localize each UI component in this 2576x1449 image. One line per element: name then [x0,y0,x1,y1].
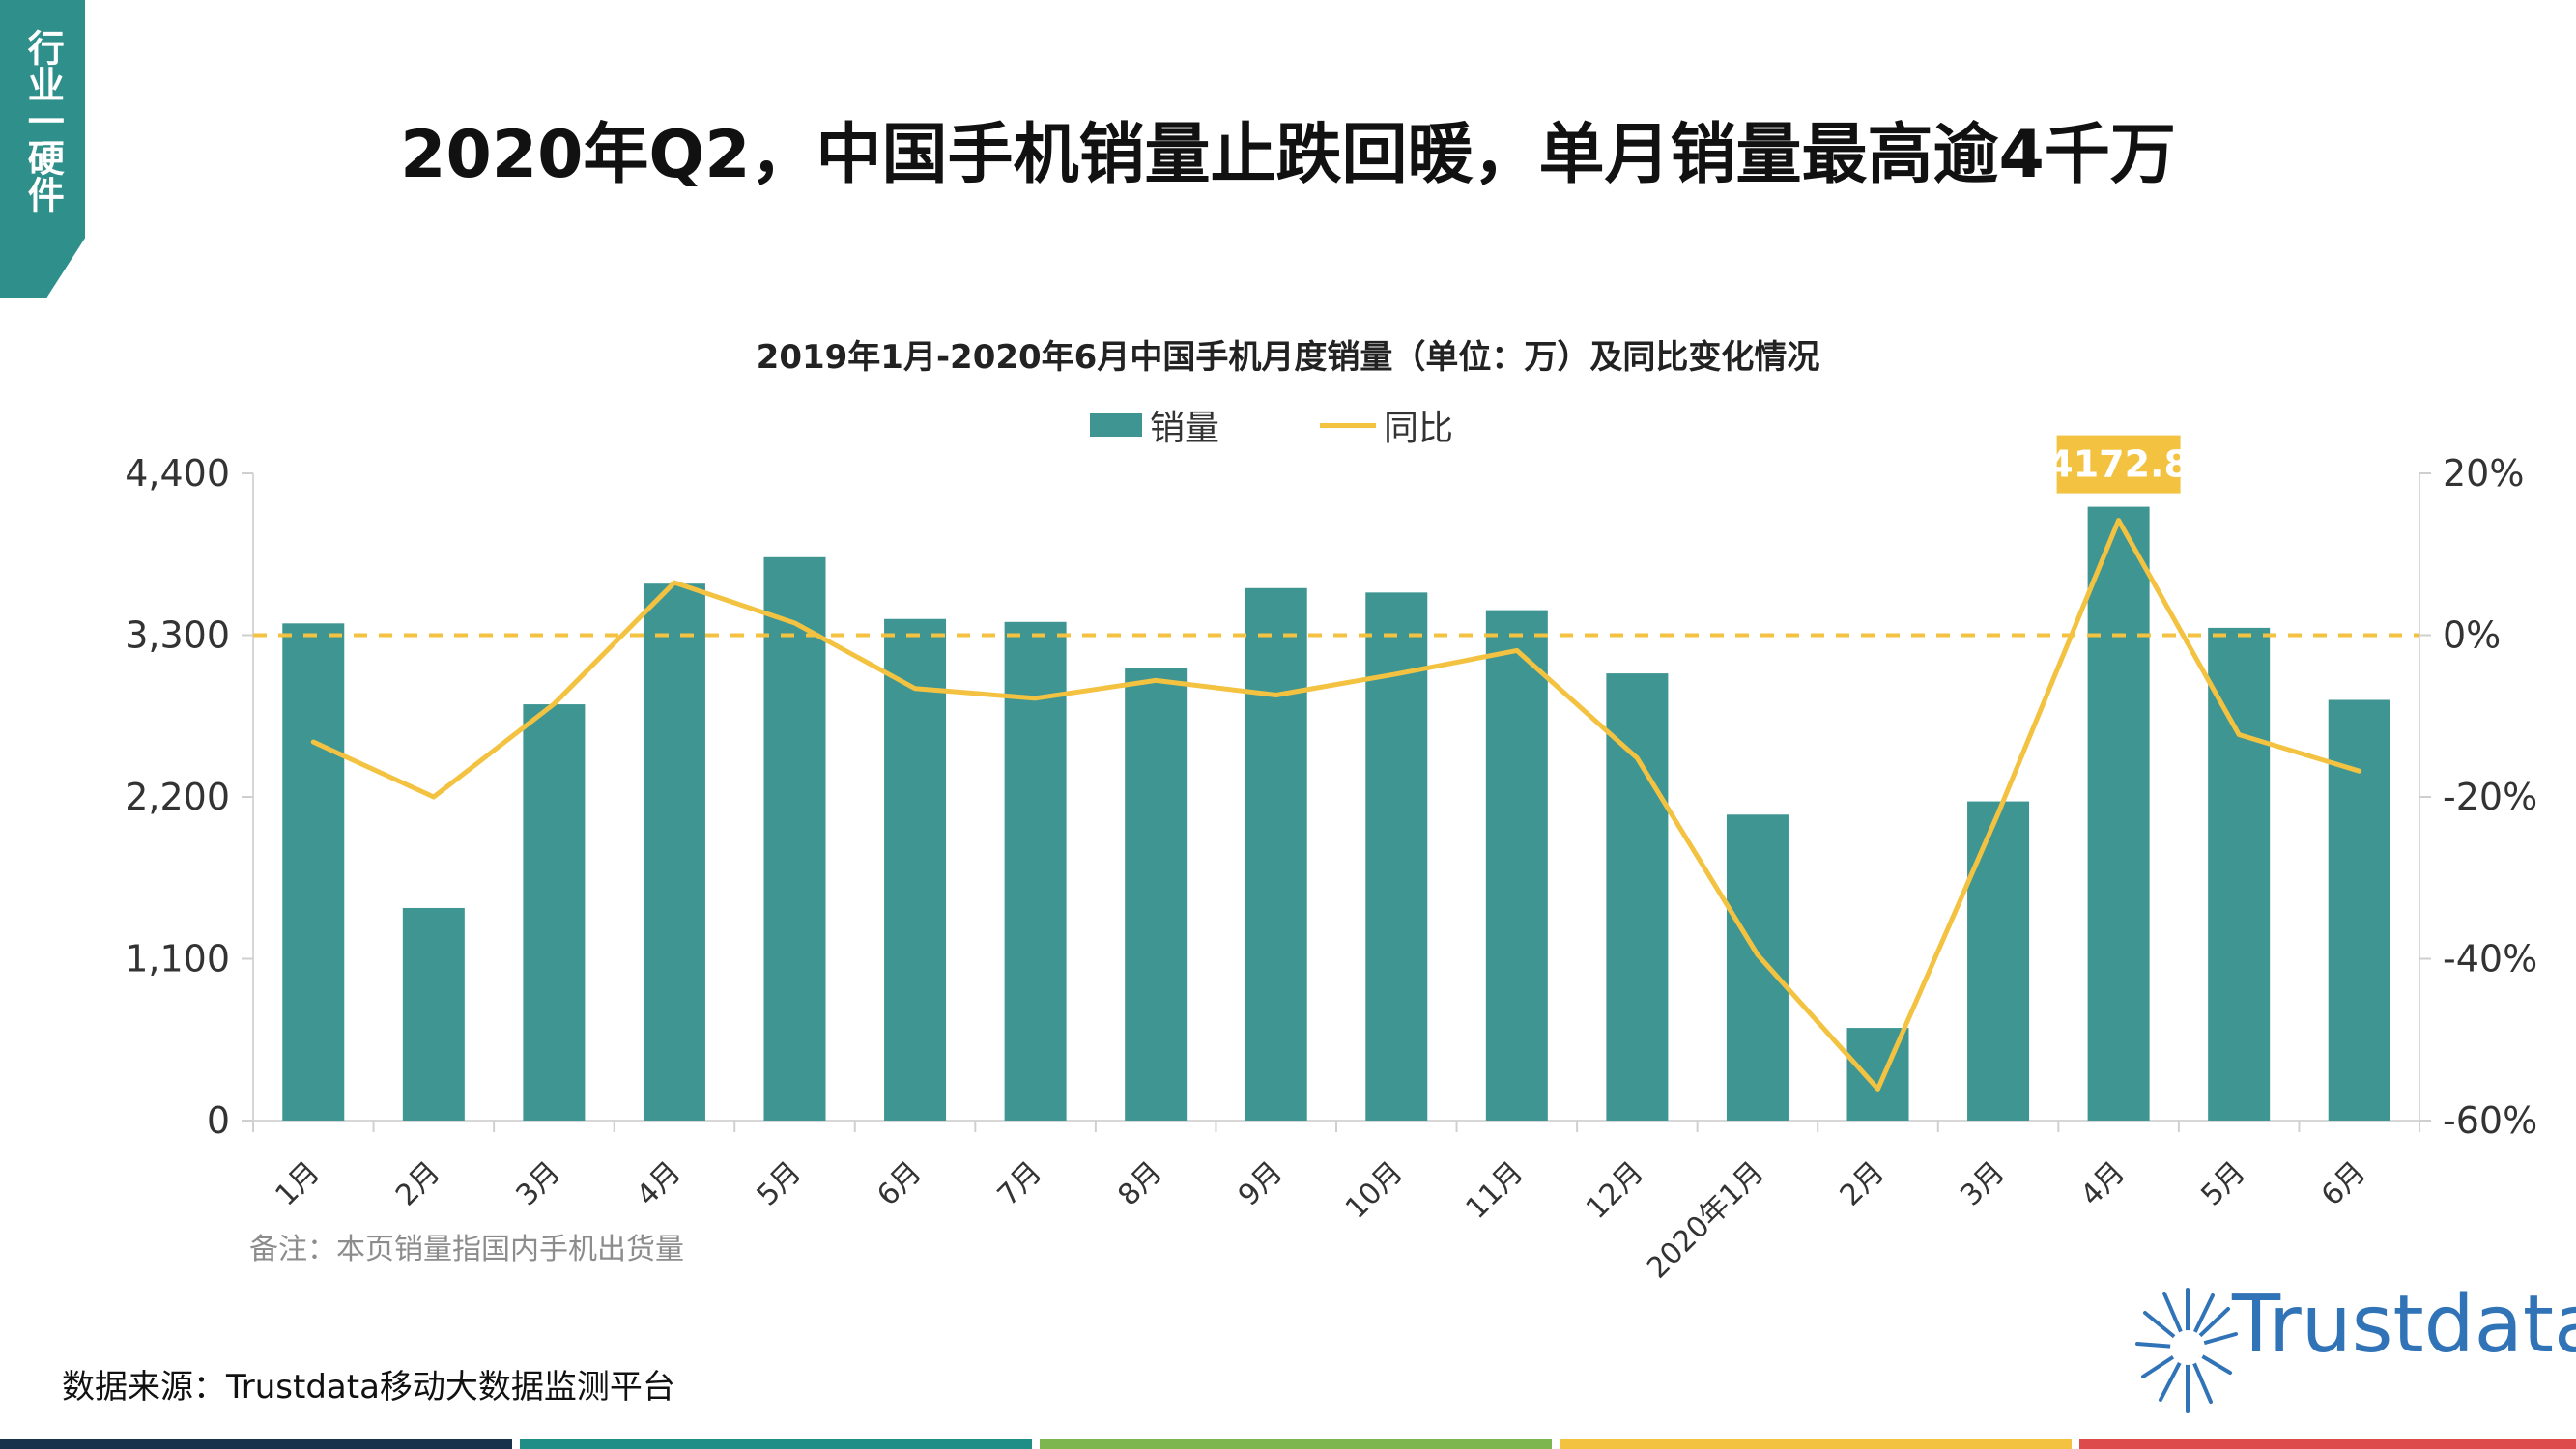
yoy-point [311,740,315,744]
yoy-point [1635,756,1639,760]
section-tag: 行业一硬件 [0,0,85,298]
left-axis-label: 4,400 [125,452,230,495]
x-axis-label: 4月 [630,1155,687,1212]
yoy-point [552,702,556,706]
sales-bar [1125,668,1188,1121]
trustdata-logo: Trustdata [2132,1280,2576,1415]
x-axis-label: 7月 [991,1155,1048,1212]
sales-bar [282,623,345,1121]
yoy-point [1996,811,2000,815]
yoy-point [913,687,917,691]
yoy-point [1394,672,1398,676]
sales-bar [1606,673,1669,1121]
x-axis-label: 2020年1月 [1641,1155,1771,1286]
data-source: 数据来源：Trustdata移动大数据监测平台 [62,1368,675,1406]
sales-bar [884,618,947,1121]
yoy-point [1034,696,1038,700]
chart-note: 备注：本页销量指国内手机出货量 [249,1233,684,1266]
yoy-point [2358,769,2361,773]
x-axis-label: 2月 [1834,1155,1891,1212]
yoy-point [2117,519,2121,523]
x-axis-label: 3月 [1954,1155,2011,1212]
sales-bar [2208,627,2271,1121]
highlight-data-label: 4172.8 [2047,443,2190,486]
yoy-point [1154,678,1158,682]
yoy-point [1515,648,1519,652]
sales-bar [402,907,465,1121]
footer-stripe-3 [1040,1439,1552,1449]
x-axis-label: 10月 [1339,1155,1410,1226]
legend-label-sales: 销量 [1150,409,1220,448]
x-axis-label: 2月 [389,1155,446,1212]
legend-bar-icon [1090,413,1142,437]
sales-bar [1004,621,1067,1121]
x-axis-label: 8月 [1111,1155,1168,1212]
footer-stripe-4 [1560,1439,2072,1449]
yoy-point [432,795,436,799]
x-axis-label: 9月 [1232,1155,1289,1212]
right-axis-label: 20% [2443,452,2524,495]
x-axis-label: 12月 [1580,1155,1650,1226]
x-axis-label: 11月 [1460,1155,1531,1226]
page-title: 2020年Q2，中国手机销量止跌回暖，单月销量最高逾4千万 [400,117,2176,193]
right-axis-label: 0% [2443,614,2501,657]
right-axis-label: -40% [2443,938,2537,980]
sales-bar [1967,801,2030,1121]
x-axis-label: 5月 [751,1155,808,1212]
footer-stripe-2 [520,1439,1032,1449]
footer-stripe-5 [2079,1439,2576,1449]
highlight-label-box [2056,435,2181,494]
x-axis-label: 5月 [2194,1155,2251,1212]
logo-text: Trustdata [2232,1279,2576,1371]
right-axis-label: -60% [2443,1099,2537,1142]
sales-bar [763,556,826,1121]
sunburst-logo-icon [2135,1288,2238,1413]
legend-item-yoy: 同比 [1320,400,1453,450]
x-axis-label: 6月 [2315,1155,2372,1212]
sales-bar [1726,814,1789,1121]
legend-item-sales: 销量 [1090,400,1219,450]
x-axis-label: 4月 [2075,1155,2132,1212]
sales-bar [1245,587,1307,1121]
left-axis-label: 3,300 [125,614,230,657]
x-axis-label: 3月 [510,1155,567,1212]
x-axis-label: 1月 [269,1155,326,1212]
sales-bar [2087,506,2150,1121]
yoy-point [1274,693,1278,696]
yoy-point [793,621,796,625]
left-axis-label: 1,100 [125,938,230,980]
x-axis-label: 6月 [871,1155,928,1212]
sales-bar [643,583,705,1121]
left-axis-label: 0 [207,1099,230,1142]
chart-title: 2019年1月-2020年6月中国手机月度销量（单位：万）及同比变化情况 [756,338,1820,377]
footer-color-stripes [0,1439,2576,1449]
chart-legend: 销量 同比 [1090,400,1453,450]
section-tag-text: 行业一硬件 [21,29,65,213]
sales-bar [1485,610,1548,1121]
sales-bar [523,704,586,1121]
yoy-point [673,581,676,584]
sales-bar [1365,592,1428,1121]
yoy-point [1876,1087,1879,1091]
footer-stripe-1 [0,1439,512,1449]
yoy-series-line [310,518,2362,1092]
yoy-point [2237,733,2241,737]
legend-label-yoy: 同比 [1384,409,1454,448]
yoy-point [1756,952,1760,956]
left-axis-label: 2,200 [125,776,230,818]
right-axis-label: -20% [2443,776,2537,818]
legend-line-icon [1320,422,1377,428]
